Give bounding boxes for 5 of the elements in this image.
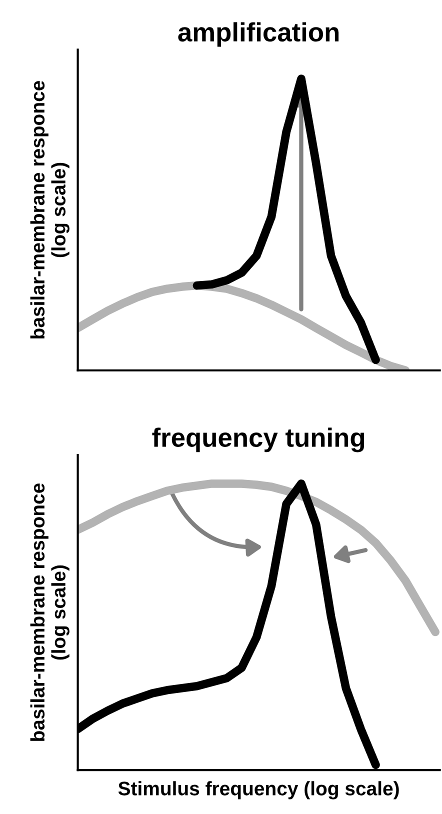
y-axis-title: basilar-membrane responce (log scale) (30, 484, 70, 741)
chart-title: frequency tuning (152, 428, 364, 452)
y-axis-title: basilar-membrane responce (log scale) (30, 80, 70, 338)
x-axis-title: Stimulus frequency (log scale) (118, 781, 399, 800)
chart-title: amplification (178, 22, 339, 47)
